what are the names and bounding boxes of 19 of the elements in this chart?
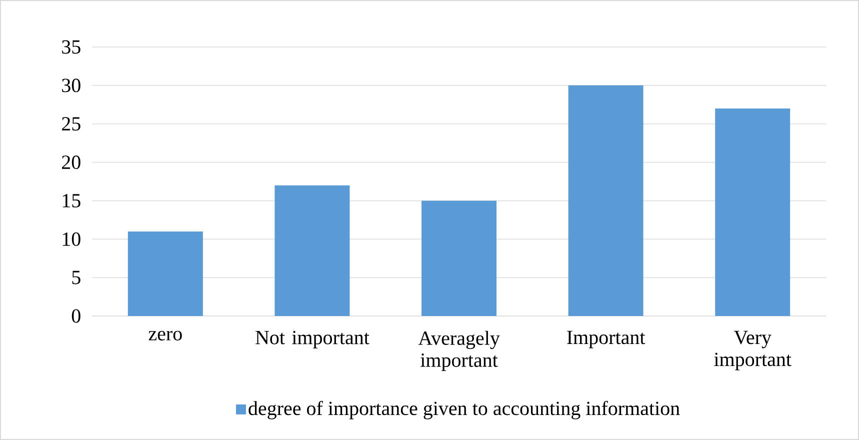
x-tick-label: Averagely important [418,330,500,372]
x-tick-label: Very important [714,330,792,370]
y-tick-label: 10 [62,232,80,246]
bar [422,200,497,316]
bar [274,185,350,316]
legend-label: degree of importance given to accounting information [248,400,680,420]
x-tick-label: Important [567,330,646,348]
y-tick-label: 35 [62,40,80,54]
y-tick-label: 30 [62,78,80,92]
bar [715,108,790,316]
y-tick-label: 15 [62,194,80,208]
y-tick-label: 20 [62,156,80,170]
x-tick-label: zero [148,330,182,340]
x-tick-label: Not important [256,330,370,348]
y-tick-label: 25 [62,117,80,131]
bar [568,85,644,316]
y-tick-label: 5 [72,270,80,284]
y-tick-label: 0 [72,309,80,323]
bar [128,231,203,316]
